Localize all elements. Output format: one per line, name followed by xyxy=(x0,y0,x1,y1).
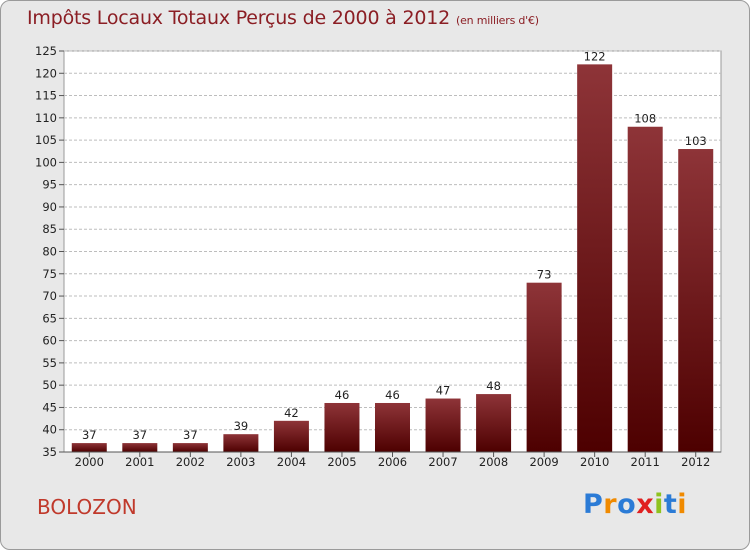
data-label-2012: 103 xyxy=(685,134,707,148)
y-tick-label: 105 xyxy=(35,133,57,147)
y-tick-label: 90 xyxy=(42,200,57,214)
data-label-2009: 73 xyxy=(537,268,552,282)
logo-letter: P xyxy=(583,489,604,520)
y-tick-label: 40 xyxy=(42,423,57,437)
y-tick-label: 55 xyxy=(42,356,57,370)
bar-2004 xyxy=(273,420,309,452)
data-label-2000: 37 xyxy=(82,428,97,442)
y-tick-label: 100 xyxy=(35,155,57,169)
y-tick-label: 50 xyxy=(42,378,57,392)
y-tick-label: 80 xyxy=(42,245,57,259)
bar-2001 xyxy=(122,443,158,452)
x-tick-label: 2005 xyxy=(327,455,356,469)
data-label-2007: 47 xyxy=(436,384,451,398)
data-label-2008: 48 xyxy=(486,379,501,393)
logo-letter: t xyxy=(663,489,678,520)
data-label-2006: 46 xyxy=(385,388,400,402)
x-tick-label: 2002 xyxy=(176,455,205,469)
x-tick-label: 2011 xyxy=(631,455,660,469)
data-label-2003: 39 xyxy=(234,419,249,433)
proxiti-logo: Proxiti xyxy=(583,489,687,520)
bar-2012 xyxy=(678,149,714,452)
y-tick-label: 110 xyxy=(35,111,57,125)
x-tick-label: 2000 xyxy=(75,455,104,469)
y-tick-label: 70 xyxy=(42,289,57,303)
y-tick-label: 45 xyxy=(42,400,57,414)
bar-2007 xyxy=(425,398,461,452)
data-label-2001: 37 xyxy=(132,428,147,442)
bar-2006 xyxy=(375,402,410,452)
title-unit: (en milliers d'€) xyxy=(456,14,539,27)
logo-letter: i xyxy=(677,489,688,520)
place-name: BOLOZON xyxy=(37,495,137,519)
x-tick-label: 2004 xyxy=(277,455,306,469)
data-label-2011: 108 xyxy=(634,112,656,126)
y-tick-label: 35 xyxy=(42,445,57,459)
x-tick-label: 2001 xyxy=(125,455,154,469)
logo-letter: i xyxy=(654,489,664,520)
y-tick-label: 115 xyxy=(35,89,57,103)
bar-2002 xyxy=(172,443,208,452)
x-tick-label: 2006 xyxy=(378,455,407,469)
bar-2008 xyxy=(476,394,512,452)
chart-title: Impôts Locaux Totaux Perçus de 2000 à 20… xyxy=(27,7,539,29)
bar-2005 xyxy=(324,402,360,452)
logo-letter: x xyxy=(636,489,655,520)
bars xyxy=(71,64,714,452)
data-label-2002: 37 xyxy=(183,428,198,442)
data-label-2010: 122 xyxy=(584,49,606,63)
x-tick-label: 2003 xyxy=(226,455,255,469)
x-axis: 2000 2001 2002 2003 2004 2005 2006 2007 2008 2009… xyxy=(64,451,721,469)
x-tick-label: 2010 xyxy=(580,455,609,469)
y-tick-label: 85 xyxy=(42,222,57,236)
bar-2000 xyxy=(71,443,107,452)
y-axis: 35 40 45 50 55 60 65 70 75 80 85 90 95 100 105 110 115 12… xyxy=(35,44,64,459)
y-tick-label: 95 xyxy=(42,178,57,192)
data-labels: 37 37 37 39 42 46 46 47 48 73 122 108 103 xyxy=(82,49,707,442)
bar-2009 xyxy=(526,282,562,452)
logo-letter: r xyxy=(603,489,618,520)
logo-letter: o xyxy=(617,489,637,520)
bar-2003 xyxy=(223,434,259,452)
y-tick-label: 120 xyxy=(35,66,57,80)
x-tick-label: 2007 xyxy=(428,455,457,469)
x-tick-label: 2009 xyxy=(529,455,558,469)
x-tick-label: 2008 xyxy=(479,455,508,469)
title-text: Impôts Locaux Totaux Perçus de 2000 à 20… xyxy=(27,7,451,29)
y-tick-label: 125 xyxy=(35,44,57,58)
data-label-2004: 42 xyxy=(284,406,299,420)
y-tick-label: 75 xyxy=(42,267,57,281)
y-tick-label: 65 xyxy=(42,311,57,325)
y-tick-label: 60 xyxy=(42,334,57,348)
bar-2010 xyxy=(577,64,613,452)
x-tick-label: 2012 xyxy=(681,455,710,469)
bar-2011 xyxy=(627,126,663,452)
data-label-2005: 46 xyxy=(335,388,350,402)
